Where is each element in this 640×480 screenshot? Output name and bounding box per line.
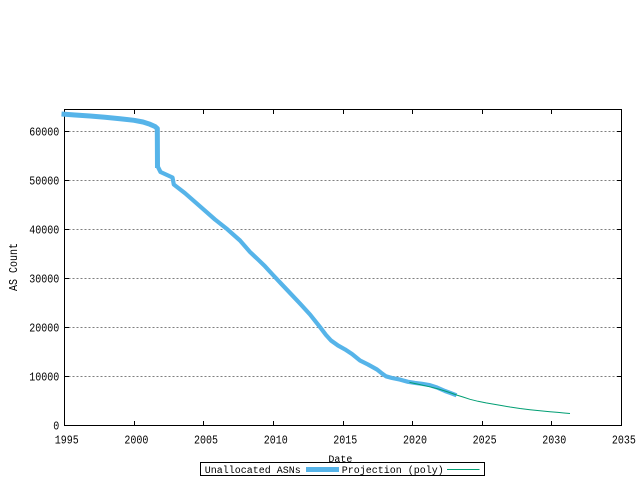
- svg-text:Unallocated ASNs: Unallocated ASNs: [205, 465, 301, 477]
- svg-text:20000: 20000: [29, 323, 59, 336]
- svg-text:60000: 60000: [29, 127, 59, 140]
- svg-text:2030: 2030: [542, 435, 566, 448]
- svg-text:40000: 40000: [29, 225, 59, 238]
- svg-text:2035: 2035: [612, 435, 636, 448]
- svg-text:AS Count: AS Count: [8, 243, 21, 291]
- svg-text:2000: 2000: [124, 435, 148, 448]
- svg-text:2025: 2025: [473, 435, 497, 448]
- svg-text:2020: 2020: [403, 435, 427, 448]
- svg-text:30000: 30000: [29, 274, 59, 287]
- svg-text:Date: Date: [328, 455, 352, 466]
- svg-text:2010: 2010: [264, 435, 288, 448]
- svg-text:50000: 50000: [29, 176, 59, 189]
- svg-text:1995: 1995: [55, 435, 79, 448]
- svg-text:0: 0: [53, 421, 59, 434]
- svg-text:2005: 2005: [194, 435, 218, 448]
- svg-text:Projection (poly): Projection (poly): [342, 465, 444, 477]
- svg-text:10000: 10000: [29, 372, 59, 385]
- svg-text:2015: 2015: [333, 435, 357, 448]
